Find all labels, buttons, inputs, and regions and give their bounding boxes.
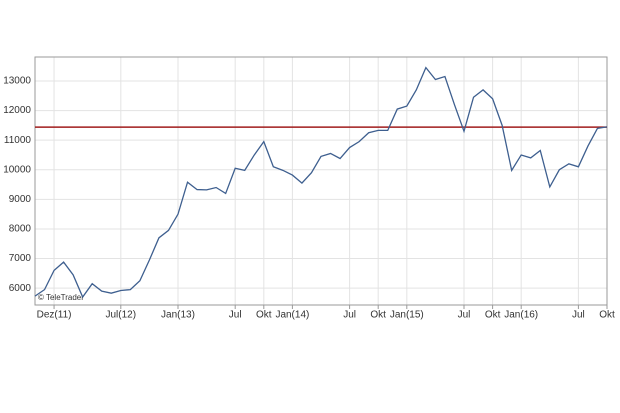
x-tick-label: Okt (256, 310, 272, 321)
y-tick-label: 13000 (3, 76, 31, 87)
watermark: © TeleTrader (38, 293, 84, 302)
price-line (34, 66, 608, 299)
x-tick-label: Jul (572, 310, 585, 321)
y-tick-label: 12000 (3, 105, 31, 116)
x-tick-label: Jul (343, 310, 356, 321)
x-tick-label: Jan(15) (390, 310, 424, 321)
plot-frame (34, 56, 608, 306)
x-tick-label: Jul (229, 310, 242, 321)
x-tick-label: Okt (599, 310, 615, 321)
y-tick-label: 7000 (9, 253, 32, 264)
y-tick-label: 11000 (4, 135, 32, 146)
y-tick-label: 6000 (9, 283, 32, 294)
y-tick-label: 8000 (9, 224, 32, 235)
x-tick-label: Dez(11) (37, 310, 72, 321)
x-tick-label: Jul(12) (106, 310, 137, 321)
x-tick-label: Jul (458, 310, 471, 321)
x-tick-label: Jan(13) (161, 310, 195, 321)
x-tick-label: Jan(14) (275, 310, 309, 321)
y-tick-label: 9000 (9, 194, 32, 205)
x-tick-label: Jan(16) (504, 310, 538, 321)
y-tick-label: 10000 (3, 164, 31, 175)
x-tick-label: Okt (485, 310, 501, 321)
x-tick-label: Okt (370, 310, 386, 321)
